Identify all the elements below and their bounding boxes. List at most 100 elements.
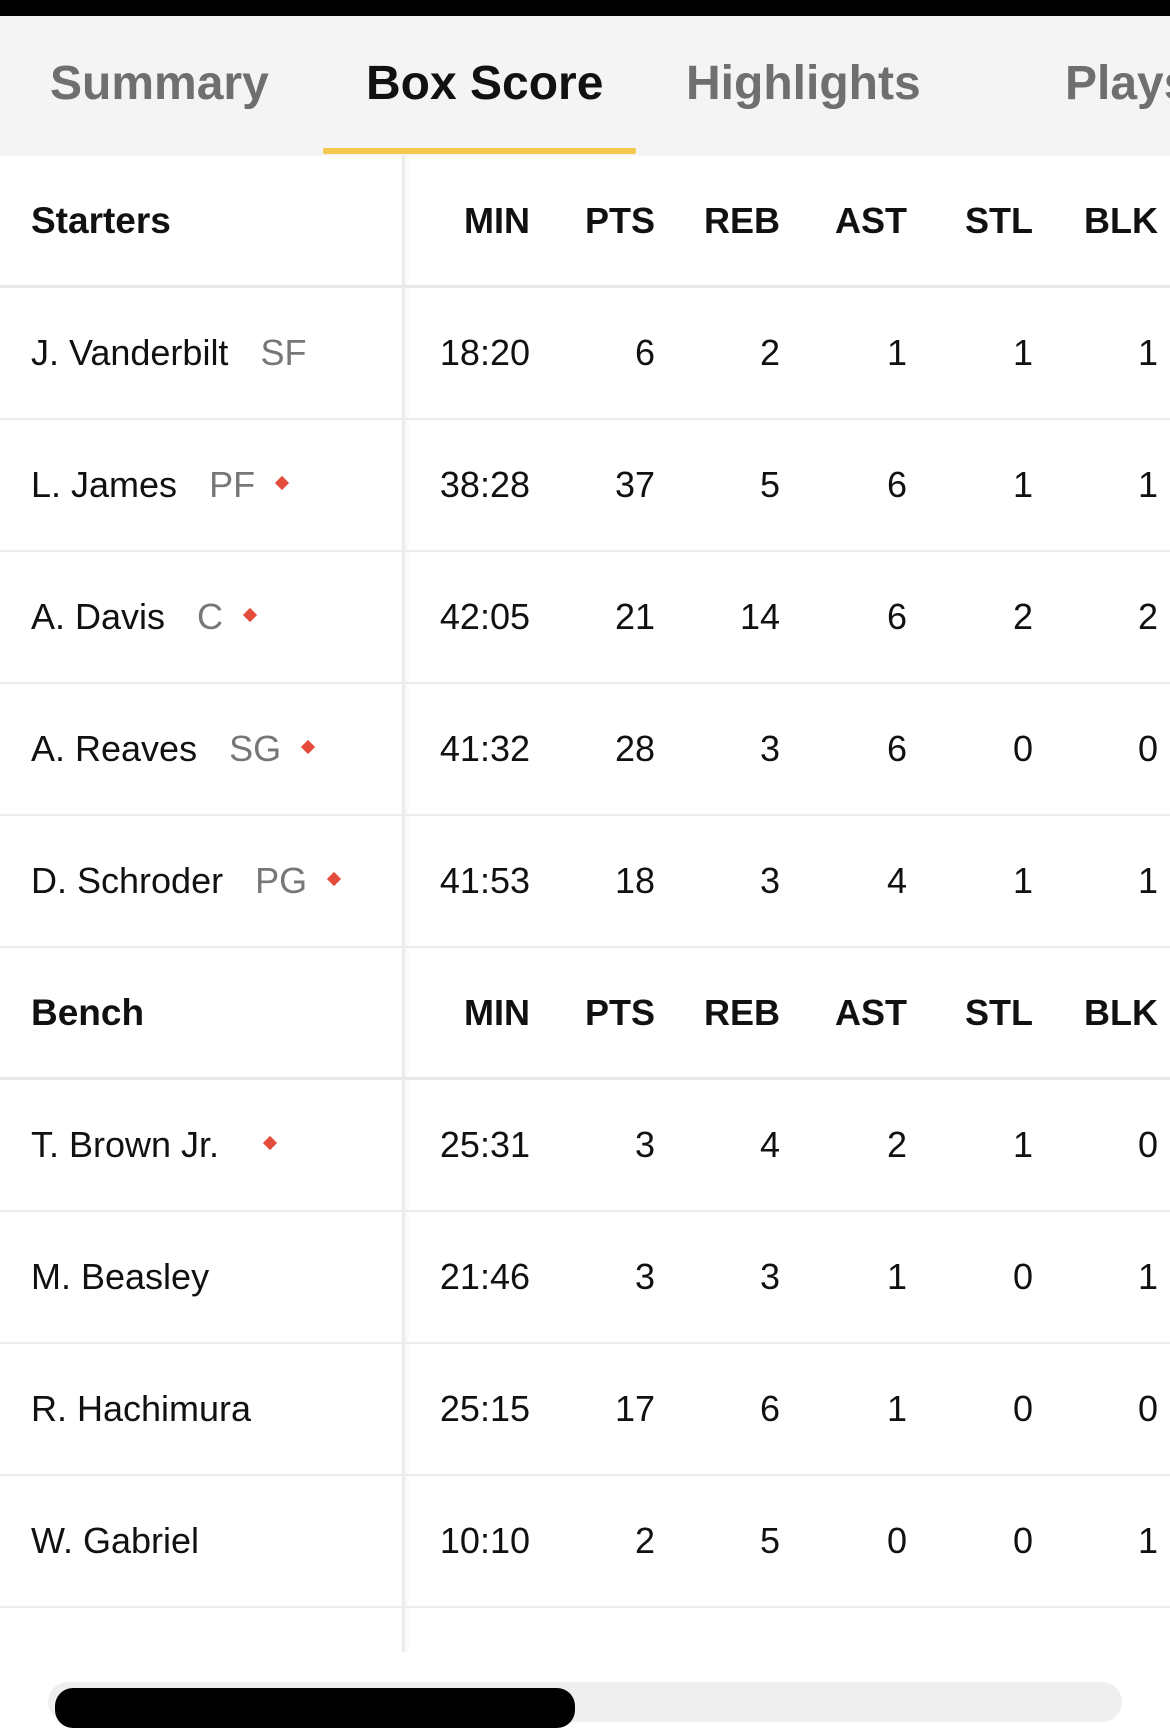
player-row[interactable]: R. Hachimura 25:15 17 6 1 0 0	[0, 1344, 1170, 1476]
player-name[interactable]: J. Vanderbilt	[31, 332, 229, 373]
row-divider	[0, 550, 1170, 552]
col-header-reb[interactable]: REB	[703, 200, 780, 241]
player-row[interactable]: J. Vanderbilt SF 18:20 6 2 1 1 1	[0, 288, 1170, 420]
tab-bar: Summary Box Score Highlights Plays	[0, 16, 1170, 156]
on-court-marker-icon	[327, 871, 342, 887]
frozen-column-divider	[402, 156, 410, 1652]
on-court-marker-icon	[242, 607, 258, 623]
stat-min: 21:46	[439, 1256, 530, 1297]
stat-blk: 1	[1137, 860, 1158, 901]
player-row[interactable]: A. Davis C 42:05 21 14 6 2 2	[0, 552, 1170, 684]
stat-reb: 14	[739, 596, 780, 637]
player-position: C	[197, 596, 224, 637]
player-row[interactable]: A. Reaves SG 41:32 28 3 6 0 0	[0, 684, 1170, 816]
stat-ast: 0	[886, 1520, 907, 1561]
tab-summary[interactable]: Summary	[50, 57, 269, 110]
player-name[interactable]: A. Reaves	[31, 728, 198, 769]
col-header-stl[interactable]: STL	[965, 992, 1033, 1033]
stat-stl: 1	[1012, 464, 1033, 505]
stat-reb: 3	[759, 1256, 780, 1297]
stat-min: 18:20	[439, 332, 530, 373]
stat-ast: 1	[886, 1256, 907, 1297]
col-header-min[interactable]: MIN	[464, 992, 530, 1033]
stat-pts: 3	[634, 1124, 655, 1165]
player-position: SF	[260, 332, 307, 373]
row-divider	[0, 946, 1170, 948]
player-row[interactable]: M. Beasley 21:46 3 3 1 0 1	[0, 1212, 1170, 1344]
row-divider	[0, 1606, 1170, 1608]
col-header-blk[interactable]: BLK	[1084, 200, 1158, 241]
row-divider	[0, 1342, 1170, 1344]
player-name[interactable]: A. Davis	[31, 596, 166, 637]
stat-stl: 0	[1012, 1388, 1033, 1429]
row-divider	[0, 814, 1170, 816]
stat-stl: 1	[1012, 860, 1033, 901]
stat-pts: 37	[614, 464, 655, 505]
player-position: SG	[229, 728, 282, 769]
col-header-ast[interactable]: AST	[835, 992, 907, 1033]
stat-blk: 1	[1137, 464, 1158, 505]
stat-stl: 0	[1012, 1256, 1033, 1297]
stat-min: 38:28	[439, 464, 530, 505]
on-court-marker-icon	[262, 1135, 278, 1151]
horizontal-scrollbar-thumb[interactable]	[55, 1688, 575, 1728]
stat-blk: 1	[1137, 1520, 1158, 1561]
player-name[interactable]: L. James	[31, 464, 178, 505]
stat-ast: 2	[886, 1124, 907, 1165]
player-name[interactable]: M. Beasley	[31, 1256, 210, 1297]
player-row[interactable]: T. Brown Jr. 25:31 3 4 2 1 0	[0, 1080, 1170, 1212]
col-header-pts[interactable]: PTS	[584, 992, 655, 1033]
stat-min: 41:53	[439, 860, 530, 901]
bench-header-row: Bench MIN PTS REB AST STL BLK	[0, 948, 1170, 1080]
player-name[interactable]: W. Gabriel	[31, 1520, 200, 1561]
row-divider	[0, 285, 1170, 288]
stat-stl: 0	[1012, 728, 1033, 769]
col-header-min[interactable]: MIN	[464, 200, 530, 241]
stat-blk: 1	[1137, 1256, 1158, 1297]
stat-ast: 6	[886, 464, 907, 505]
player-name[interactable]: R. Hachimura	[31, 1388, 252, 1429]
player-position: PG	[255, 860, 308, 901]
stat-pts: 17	[614, 1388, 655, 1429]
stat-min: 10:10	[439, 1520, 530, 1561]
player-row[interactable]: L. James PF 38:28 37 5 6 1 1	[0, 420, 1170, 552]
stat-reb: 5	[759, 1520, 780, 1561]
col-header-stl[interactable]: STL	[965, 200, 1033, 241]
row-divider	[0, 1077, 1170, 1080]
stat-stl: 1	[1012, 1124, 1033, 1165]
player-name[interactable]: D. Schroder	[31, 860, 224, 901]
on-court-marker-icon	[275, 475, 290, 491]
player-position: PF	[209, 464, 256, 505]
col-header-blk[interactable]: BLK	[1084, 992, 1158, 1033]
stat-stl: 2	[1012, 596, 1033, 637]
tab-box-score[interactable]: Box Score	[366, 57, 604, 110]
col-header-pts[interactable]: PTS	[584, 200, 655, 241]
stat-pts: 3	[634, 1256, 655, 1297]
row-divider	[0, 418, 1170, 420]
active-tab-indicator	[323, 148, 636, 154]
tab-highlights[interactable]: Highlights	[686, 57, 921, 110]
row-divider	[0, 682, 1170, 684]
on-court-marker-icon	[301, 739, 316, 755]
stat-blk: 1	[1137, 332, 1158, 373]
stat-ast: 6	[886, 596, 907, 637]
col-header-reb[interactable]: REB	[703, 992, 780, 1033]
stat-ast: 1	[886, 332, 907, 373]
bench-title: Bench	[31, 992, 145, 1033]
stat-ast: 6	[886, 728, 907, 769]
tab-plays[interactable]: Plays	[1065, 57, 1170, 110]
col-header-ast[interactable]: AST	[835, 200, 907, 241]
stat-reb: 3	[759, 860, 780, 901]
player-row[interactable]: D. Schroder PG 41:53 18 3 4 1 1	[0, 816, 1170, 948]
starters-header-row: Starters MIN PTS REB AST STL BLK	[0, 156, 1170, 288]
stat-stl: 0	[1012, 1520, 1033, 1561]
box-score-table[interactable]: Starters MIN PTS REB AST STL BLK J. Vand…	[0, 156, 1170, 1652]
player-name[interactable]: T. Brown Jr.	[31, 1124, 220, 1165]
stat-blk: 0	[1137, 1388, 1158, 1429]
player-row[interactable]: W. Gabriel 10:10 2 5 0 0 1	[0, 1476, 1170, 1608]
stat-blk: 0	[1137, 1124, 1158, 1165]
stat-blk: 2	[1137, 596, 1158, 637]
stat-pts: 6	[634, 332, 655, 373]
stat-reb: 5	[759, 464, 780, 505]
stat-pts: 21	[614, 596, 655, 637]
